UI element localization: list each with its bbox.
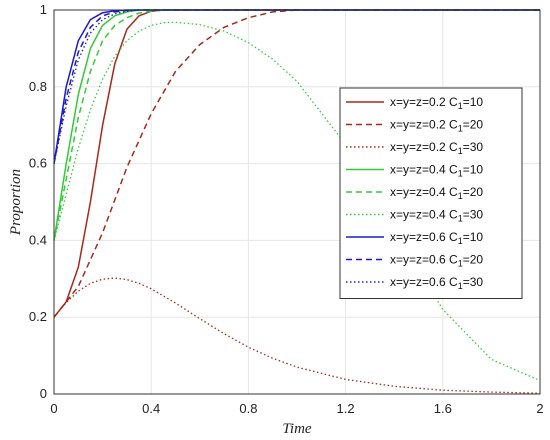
x-tick-label: 1.6	[434, 401, 452, 416]
series-line-5	[53, 9, 540, 241]
plot-frame	[53, 9, 541, 395]
y-axis-label: Proportion	[8, 169, 24, 236]
legend-entry: x=y=z=0.2 C1=20	[390, 118, 483, 134]
legend-entry: x=y=z=0.4 C1=30	[390, 208, 483, 224]
legend: x=y=z=0.2 C1=10 x=y=z=0.2 C1=20 x=y=z=0.2 …	[339, 87, 523, 299]
y-tick-label: 0	[40, 386, 47, 401]
tick-labels: 0 0.4 0.8 1.2 1.6 2 0 0.2 0.4 0.6 0.8 1	[29, 2, 544, 416]
y-tick-label: 0.4	[29, 232, 47, 247]
series-line-2	[53, 9, 540, 318]
y-tick-label: 0.2	[29, 309, 47, 324]
x-tick-label: 0.8	[239, 401, 257, 416]
x-axis-label: Time	[282, 421, 312, 437]
legend-entry: x=y=z=0.6 C1=10	[390, 230, 483, 246]
series-line-3	[53, 277, 541, 394]
x-tick-label: 1.2	[337, 401, 355, 416]
y-tick-label: 0.6	[29, 156, 47, 171]
x-tick-label: 2	[536, 401, 543, 416]
legend-entry: x=y=z=0.4 C1=20	[390, 185, 483, 201]
y-tick-label: 1	[40, 2, 47, 17]
legend-box	[339, 87, 523, 299]
x-tick-label: 0.4	[142, 401, 160, 416]
legend-entry: x=y=z=0.2 C1=10	[390, 95, 483, 111]
series-line-9	[53, 9, 540, 164]
legend-entry: x=y=z=0.4 C1=10	[390, 163, 483, 179]
y-tick-label: 0.8	[29, 79, 47, 94]
legend-entry: x=y=z=0.6 C1=30	[390, 275, 483, 291]
x-tick-label: 0	[50, 401, 57, 416]
legend-entry: x=y=z=0.2 C1=30	[390, 140, 483, 156]
legend-entry: x=y=z=0.6 C1=20	[390, 253, 483, 269]
